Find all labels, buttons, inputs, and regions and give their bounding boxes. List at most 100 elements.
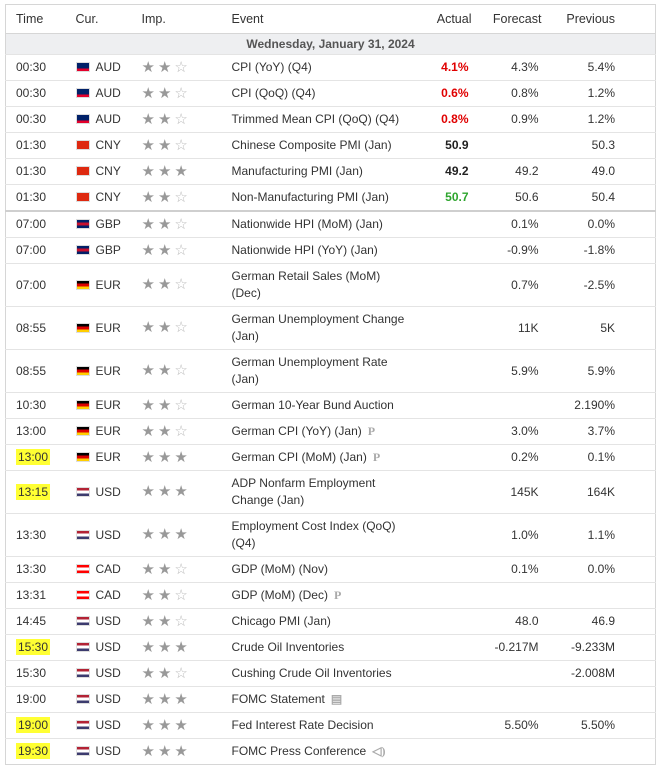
importance-cell: ★ ★ ☆ (137, 54, 228, 81)
star: ★ (157, 276, 172, 293)
actual-cell: 0.8% (422, 106, 473, 133)
star: ☆ (174, 664, 188, 682)
star: ★ (174, 742, 188, 760)
star: ★ (141, 690, 155, 708)
column-header: Imp. (137, 4, 228, 34)
currency: USD (95, 484, 121, 499)
event-cell: Fed Interest Rate Decision (227, 712, 423, 739)
event-wrap: FOMC Press Conference ◁) (232, 743, 410, 760)
event-wrap: Chicago PMI (Jan) (232, 613, 410, 630)
previous: 1.1% (587, 527, 615, 542)
previous-cell: 5.4% (542, 54, 656, 81)
event-row: 00:30 AUD ★ ★ ☆ CPI (YoY) (Q4) 4.1% 4.3% 5.4% (5, 54, 656, 81)
forecast-cell (472, 132, 543, 159)
previous: 50.3 (591, 138, 615, 152)
star: ★ (157, 664, 172, 682)
actual-cell: 50.9 (422, 132, 473, 159)
star: ☆ (174, 58, 188, 76)
actual-cell (422, 444, 473, 471)
currency: USD (95, 527, 121, 542)
star: ★ (157, 136, 172, 154)
event-name: Nationwide HPI (MoM) (Jan) (231, 217, 383, 231)
star: ★ (141, 612, 155, 630)
time: 13:00 (16, 424, 47, 438)
currency: USD (95, 692, 121, 706)
event-wrap: Nationwide HPI (MoM) (Jan) (232, 216, 410, 233)
importance-stars: ★ ★ ☆ (142, 189, 191, 206)
currency: AUD (95, 86, 121, 100)
time: 14:45 (16, 614, 47, 628)
importance-stars: ★ ★ ☆ (142, 276, 191, 293)
previous: -1.8% (583, 243, 615, 257)
flag (75, 426, 90, 436)
star: ★ (141, 638, 155, 656)
flag (75, 720, 90, 730)
time-cell: 15:30 (5, 634, 76, 661)
flag (75, 114, 90, 124)
star: ★ (174, 483, 188, 500)
importance-stars: ★ ★ ★ (142, 716, 191, 734)
forecast: -0.217M (494, 640, 539, 654)
flag (75, 529, 90, 540)
event-row: 07:00 GBP ★ ★ ☆ Nationwide HPI (MoM) (Jan) 0.1… (5, 210, 656, 238)
time-cell: 01:30 (5, 158, 76, 185)
actual-cell (422, 263, 473, 307)
flag (75, 642, 90, 652)
previous: -2.008M (570, 666, 615, 680)
importance-cell: ★ ★ ☆ (137, 608, 228, 635)
star: ★ (157, 448, 172, 466)
currency-cell: AUD (75, 54, 138, 81)
star: ★ (157, 396, 172, 414)
time: 00:30 (16, 112, 47, 126)
star: ☆ (174, 136, 188, 154)
event-name: Nationwide HPI (YoY) (Jan) (231, 243, 378, 257)
event-wrap: Manufacturing PMI (Jan) (232, 163, 410, 180)
flag (75, 452, 90, 462)
forecast: 49.2 (515, 164, 539, 178)
star: ★ (157, 483, 172, 500)
event-name: German Retail Sales (MoM) (Dec) (231, 269, 381, 300)
event-name: GDP (MoM) (Nov) (231, 562, 328, 576)
star: ★ (174, 716, 188, 734)
calendar-table: Time Cur. Imp. Event Actual Forecast Previous … (5, 4, 656, 765)
event-cell: GDP (MoM) (Nov) (227, 556, 423, 583)
forecast-cell: 4.3% (472, 54, 543, 81)
event-wrap: German Retail Sales (MoM) (Dec) (232, 268, 410, 302)
forecast-cell: 5.9% (472, 349, 543, 393)
star: ☆ (174, 396, 188, 414)
actual-cell (422, 418, 473, 445)
event-cell: German Unemployment Rate (Jan) (227, 349, 423, 393)
importance-cell: ★ ★ ★ (137, 444, 228, 471)
currency: EUR (95, 363, 121, 378)
event-row: 19:00 USD ★ ★ ★ Fed Interest Rate Decision 5.5… (5, 712, 656, 739)
previous-cell: 50.4 (542, 184, 656, 211)
event-icon: P (367, 424, 376, 438)
currency-cell: CNY (75, 184, 138, 211)
importance-cell: ★ ★ ☆ (137, 184, 228, 211)
currency: GBP (95, 217, 121, 231)
star: ★ (157, 586, 172, 604)
time: 07:00 (16, 217, 47, 231)
star: ☆ (174, 612, 188, 630)
time-cell: 13:00 (5, 444, 76, 471)
event-name: Chicago PMI (Jan) (231, 614, 331, 628)
importance-cell: ★ ★ ☆ (137, 210, 228, 238)
event-cell: CPI (QoQ) (Q4) (227, 80, 423, 107)
importance-stars: ★ ★ ★ (142, 742, 191, 760)
forecast: 0.7% (511, 277, 539, 292)
column-header: Event (227, 4, 423, 34)
star: ★ (157, 319, 172, 336)
actual-cell: 4.1% (422, 54, 473, 81)
actual-cell (422, 470, 473, 514)
importance-stars: ★ ★ ☆ (142, 561, 191, 578)
event-cell: German CPI (MoM) (Jan) P (227, 444, 423, 471)
event-row: 13:30 USD ★ ★ ★ Employment Cost Index (QoQ) (… (5, 513, 656, 557)
forecast-cell: 0.2% (472, 444, 543, 471)
flag (75, 564, 90, 574)
forecast: 145K (510, 484, 539, 499)
event-name: German CPI (YoY) (Jan) (231, 424, 362, 438)
previous-cell (542, 686, 656, 713)
previous-cell: 1.2% (542, 106, 656, 133)
event-cell: FOMC Statement ▤ (227, 686, 423, 713)
actual-cell (422, 392, 473, 419)
